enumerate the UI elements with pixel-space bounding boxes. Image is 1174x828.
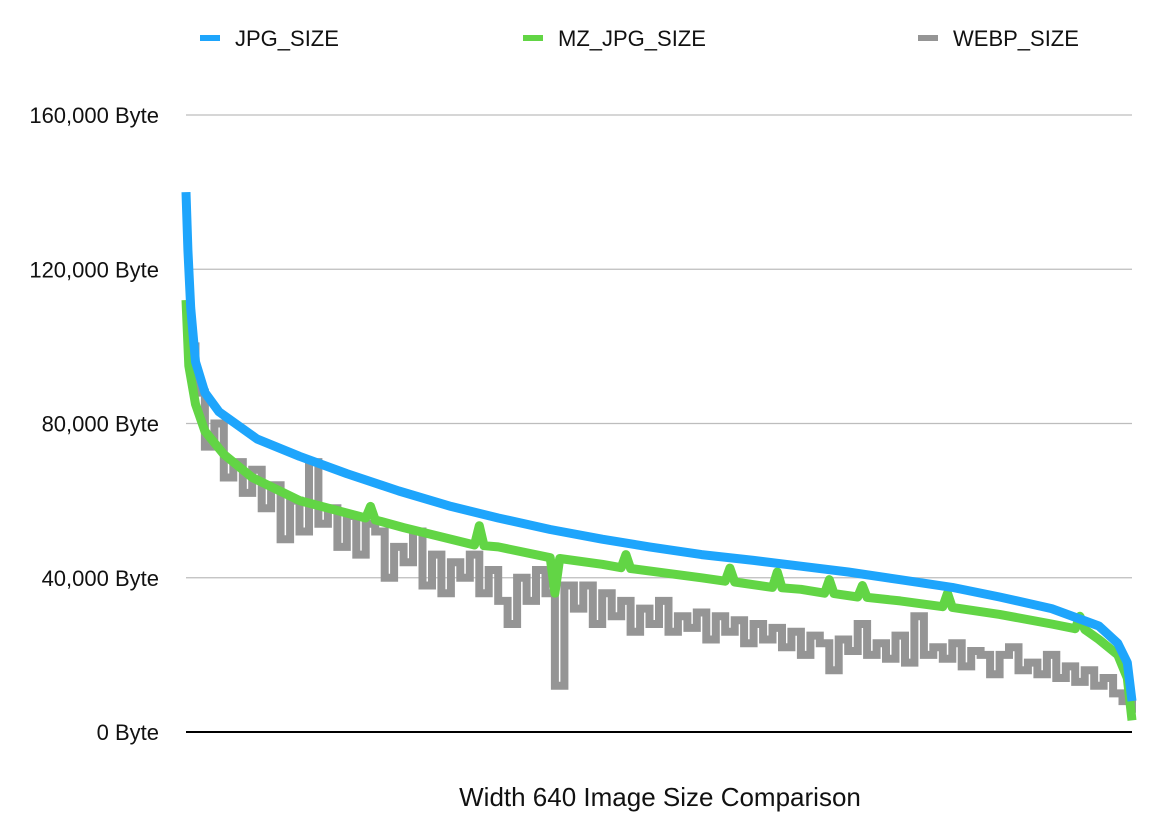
y-axis-tick-labels: 0 Byte 40,000 Byte 80,000 Byte 120,000 Byte… [29, 103, 159, 745]
legend-label: MZ_JPG_SIZE [558, 26, 706, 51]
legend-label: WEBP_SIZE [953, 26, 1079, 51]
chart-title: Width 640 Image Size Comparison [459, 782, 861, 812]
series-line-mz-jpg-size [181, 299, 1137, 721]
legend-label: JPG_SIZE [235, 26, 339, 51]
y-tick-label: 40,000 Byte [42, 566, 159, 591]
series-line-jpg-size [181, 191, 1137, 702]
y-tick-label: 80,000 Byte [42, 412, 159, 437]
gridlines [186, 114, 1132, 733]
y-tick-label: 0 Byte [97, 720, 159, 745]
series-lines [181, 191, 1137, 721]
series-line-webp-size [186, 342, 1136, 713]
y-tick-label: 160,000 Byte [29, 103, 159, 128]
y-tick-label: 120,000 Byte [29, 257, 159, 282]
legend: JPG_SIZE MZ_JPG_SIZE WEBP_SIZE [200, 26, 1079, 51]
